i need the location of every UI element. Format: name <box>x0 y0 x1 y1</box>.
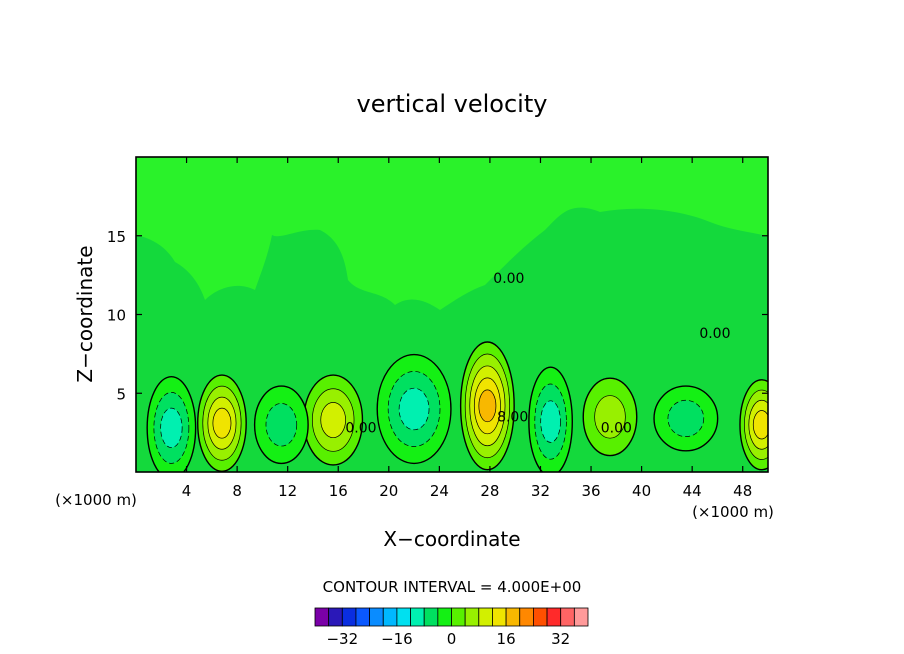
colorbar-swatch <box>533 607 548 627</box>
y-axis-label: Z−coordinate <box>73 245 97 382</box>
updraft-cell <box>303 374 364 466</box>
colorbar-swatch <box>560 607 575 627</box>
contour-band <box>212 407 232 439</box>
x-tick-label: 48 <box>733 482 752 500</box>
contour-interval-text: CONTOUR INTERVAL = 4.000E+00 <box>323 578 582 596</box>
colorbar-swatch <box>492 607 507 627</box>
colorbar-swatch <box>341 607 357 627</box>
contour-band <box>265 403 298 447</box>
y-tick-label: 15 <box>107 228 126 246</box>
contour-label: 0.00 <box>493 271 524 287</box>
colorbar <box>314 607 589 627</box>
x-tick-label: 8 <box>232 482 242 500</box>
updraft-cell <box>582 377 638 457</box>
contour-band <box>320 402 346 439</box>
chart-title: vertical velocity <box>357 90 548 118</box>
contour-band <box>398 387 430 431</box>
contour-label: 8.00 <box>497 410 528 426</box>
downdraft-cell <box>253 385 309 465</box>
colorbar-swatch <box>355 607 371 627</box>
colorbar-swatch <box>451 607 466 627</box>
colorbar-tick-label: −32 <box>326 630 358 648</box>
x-unit-right: (×1000 m) <box>692 503 774 521</box>
x-tick-label: 12 <box>278 482 297 500</box>
x-tick-label: 40 <box>632 482 651 500</box>
contour-band <box>160 407 183 448</box>
x-unit-left: (×1000 m) <box>55 491 137 509</box>
colorbar-swatch <box>382 607 398 627</box>
colorbar-swatch <box>328 607 343 627</box>
colorbar-tick-label: 0 <box>447 630 457 648</box>
colorbar-tick-label: 16 <box>497 630 516 648</box>
colorbar-tick-label: 32 <box>551 630 570 648</box>
colorbar-tick-label: −16 <box>381 630 413 648</box>
updraft-cell <box>197 374 247 472</box>
contour-band <box>667 399 705 437</box>
colorbar-swatch <box>519 607 534 627</box>
colorbar-swatch <box>369 607 384 627</box>
colorbar-swatch <box>437 607 452 627</box>
colorbar-swatch <box>314 607 330 627</box>
updraft-cell <box>459 341 515 471</box>
colorbar-swatch <box>410 607 425 627</box>
x-tick-label: 28 <box>480 482 499 500</box>
contour-band <box>478 389 497 423</box>
colorbar-swatch <box>505 607 521 627</box>
x-tick-label: 16 <box>329 482 348 500</box>
colorbar-swatch <box>423 607 439 627</box>
y-tick-label: 5 <box>116 385 126 403</box>
contour-label: 0.00 <box>601 421 632 437</box>
x-tick-label: 4 <box>182 482 192 500</box>
downdraft-cell <box>653 385 719 452</box>
x-axis-label: X−coordinate <box>383 527 520 551</box>
colorbar-swatch <box>478 607 493 627</box>
colorbar-swatch <box>546 607 562 627</box>
updraft-cell <box>739 379 768 471</box>
downdraft-cell <box>528 366 573 472</box>
x-tick-label: 36 <box>581 482 600 500</box>
colorbar-swatch <box>396 607 411 627</box>
contour-band <box>594 395 626 439</box>
colorbar-swatch <box>464 607 480 627</box>
contour-band <box>540 400 561 443</box>
x-tick-label: 20 <box>379 482 398 500</box>
colorbar-labels: −32 −16 0 16 32 <box>326 630 570 648</box>
x-tick-label: 44 <box>683 482 702 500</box>
x-tick-label: 32 <box>531 482 550 500</box>
downdraft-cell <box>146 375 197 472</box>
downdraft-cell <box>376 353 452 465</box>
contour-label: 0.00 <box>699 326 730 342</box>
y-tick-label: 10 <box>107 307 126 325</box>
x-tick-label: 24 <box>430 482 449 500</box>
colorbar-swatch <box>573 607 589 627</box>
contour-label: 0.00 <box>345 421 376 437</box>
contour-band <box>752 410 768 440</box>
